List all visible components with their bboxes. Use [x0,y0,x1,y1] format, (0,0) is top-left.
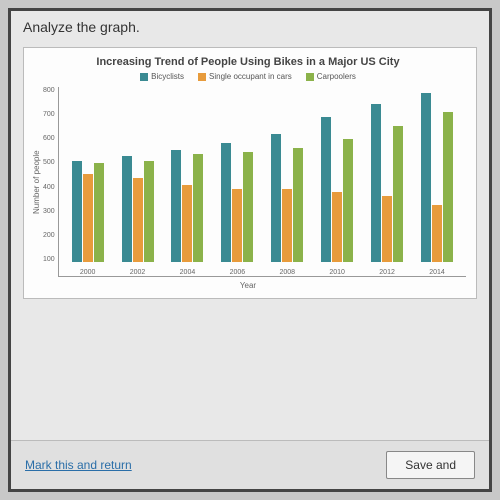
x-tick: 2002 [130,269,146,276]
bar [421,93,431,262]
bar-group [122,156,154,262]
x-tick: 2000 [80,269,96,276]
bar [443,112,453,262]
legend-label: Carpoolers [317,72,356,81]
bar [282,189,292,262]
bar [343,139,353,262]
y-tick: 500 [43,159,55,166]
legend-label: Single occupant in cars [209,72,292,81]
bar [133,178,143,262]
bar [371,104,381,262]
bar [144,161,154,262]
y-tick: 400 [43,184,55,191]
bar [122,156,132,262]
y-tick: 800 [43,87,55,94]
chart-plot: 2000 2002 2004 2006 2008 2010 2012 2014 [58,87,466,277]
x-tick: 2010 [329,269,345,276]
legend-swatch [140,73,148,81]
legend-item: Carpoolers [306,72,356,81]
background-area [11,303,489,440]
legend-swatch [198,73,206,81]
bar-group [321,117,353,262]
bar [94,163,104,262]
bar [382,196,392,262]
x-tick: 2004 [180,269,196,276]
bar [221,143,231,262]
footer-bar: Mark this and return Save and [11,440,489,489]
bar-group [271,134,303,262]
x-tick: 2008 [279,269,295,276]
bar [432,205,442,262]
legend-label: Bicyclists [151,72,184,81]
y-tick: 700 [43,111,55,118]
y-tick: 300 [43,208,55,215]
mark-return-link[interactable]: Mark this and return [25,458,132,472]
x-tick: 2006 [230,269,246,276]
bar [243,152,253,262]
x-axis-ticks: 2000 2002 2004 2006 2008 2010 2012 2014 [59,269,466,276]
y-axis-label: Number of people [30,87,43,277]
chart-title: Increasing Trend of People Using Bikes i… [30,56,466,68]
bar-group [371,104,403,262]
bar [271,134,281,262]
y-tick: 100 [43,256,55,263]
chart-legend: Bicyclists Single occupant in cars Carpool… [30,72,466,81]
legend-item: Bicyclists [140,72,184,81]
bar-group [72,161,104,262]
bar-group [221,143,253,262]
legend-item: Single occupant in cars [198,72,292,81]
y-tick: 600 [43,135,55,142]
chart-panel: Increasing Trend of People Using Bikes i… [23,47,477,299]
bar [232,189,242,262]
bar-group [171,150,203,262]
prompt-text: Analyze the graph. [11,11,489,43]
y-axis-ticks: 100 200 300 400 500 600 700 800 [43,87,58,277]
y-tick: 200 [43,232,55,239]
bar [293,148,303,262]
bar [393,126,403,262]
bar [332,192,342,262]
x-tick: 2014 [429,269,445,276]
bar [182,185,192,262]
bar [321,117,331,262]
bar-group [421,93,453,262]
bar [171,150,181,262]
bar [83,174,93,262]
x-axis-label: Year [30,281,466,290]
bar [193,154,203,262]
x-tick: 2012 [379,269,395,276]
bar [72,161,82,262]
save-button[interactable]: Save and [386,451,475,479]
legend-swatch [306,73,314,81]
